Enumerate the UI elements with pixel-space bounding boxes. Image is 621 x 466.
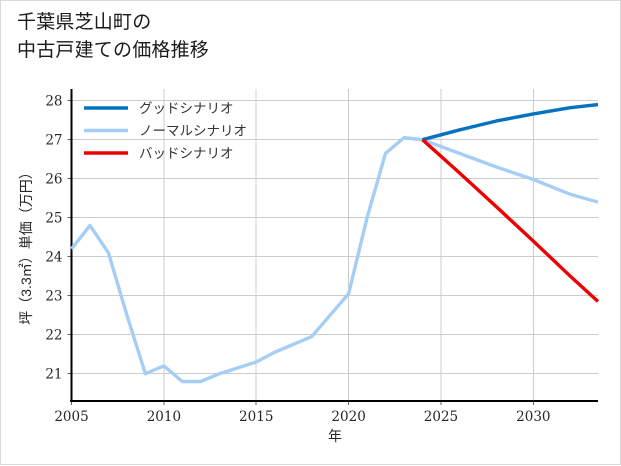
y-tick-labels-group: 21 22 23 24 25 26 27 28: [45, 94, 62, 383]
x-tick-label: 2005: [54, 409, 88, 425]
page-title: 千葉県芝山町の中古戸建ての価格推移: [17, 9, 209, 65]
gridlines-group: [71, 89, 598, 401]
tickmarks-group: [67, 100, 534, 405]
series-lines-group: [70, 102, 600, 384]
y-tick-label: 26: [45, 172, 62, 188]
y-tick-label: 21: [45, 367, 62, 383]
y-tick-label: 24: [45, 250, 62, 266]
x-tick-label: 2010: [147, 409, 181, 425]
chart-title-line-1: 千葉県芝山町の: [17, 12, 152, 33]
y-axis-title: 坪（3.3㎡）単価（万円）: [18, 165, 34, 324]
y-tick-label: 25: [45, 211, 62, 227]
legend-label: ノーマルシナリオ: [139, 124, 247, 139]
chart-title-line-2: 中古戸建ての価格推移: [17, 40, 210, 61]
x-tick-labels-group: 2005 2010 2015 2020 2025 2030: [54, 409, 550, 425]
series-line-bad: [421, 138, 600, 303]
axis-spines-group: [70, 89, 598, 403]
legend-label: グッドシナリオ: [139, 101, 234, 116]
x-axis-title: 年: [328, 428, 342, 444]
series-line-good: [422, 102, 599, 142]
y-tick-label: 28: [45, 94, 62, 110]
x-tick-label: 2020: [331, 409, 365, 425]
x-tick-label: 2030: [516, 409, 550, 425]
x-tick-label: 2015: [239, 409, 273, 425]
y-tick-label: 23: [45, 289, 62, 305]
x-tick-label: 2025: [424, 409, 458, 425]
series-line-normal: [70, 136, 599, 384]
y-tick-label: 27: [45, 133, 62, 149]
y-tick-label: 22: [45, 328, 62, 344]
legend-label: バッドシナリオ: [139, 146, 234, 161]
